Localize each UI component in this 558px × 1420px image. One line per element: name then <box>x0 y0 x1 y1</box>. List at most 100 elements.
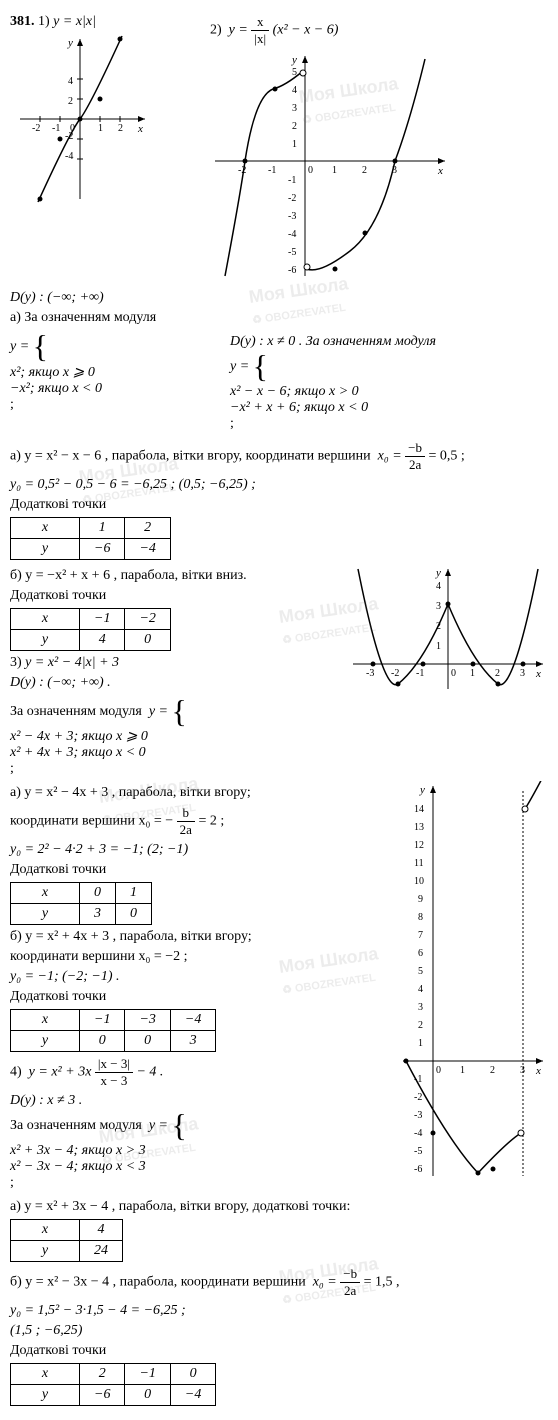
svg-text:-3: -3 <box>288 211 296 222</box>
svg-text:6: 6 <box>418 948 423 959</box>
p2b-table: x−1−2 y40 <box>10 608 171 651</box>
p4a-table: x4 y24 <box>10 1219 123 1262</box>
svg-text:1: 1 <box>292 139 297 150</box>
svg-text:-6: -6 <box>414 1164 422 1175</box>
svg-text:3: 3 <box>436 601 441 612</box>
p4-heading: 4) y = x² + 3x |x − 3|x − 3 − 4 . <box>10 1056 378 1089</box>
svg-text:0: 0 <box>308 165 313 176</box>
p4b-table: x2−10 y−60−4 <box>10 1363 216 1406</box>
row-problems-1-2: 381. 1) y = x|x| x y 0 1 2 -1 -2 2 4 -2 -4 2)… <box>10 10 548 286</box>
svg-text:-4: -4 <box>65 151 73 162</box>
svg-text:1: 1 <box>332 165 337 176</box>
svg-text:y: y <box>67 37 73 49</box>
svg-text:11: 11 <box>414 858 424 869</box>
svg-text:1: 1 <box>418 1038 423 1049</box>
svg-text:-4: -4 <box>414 1128 422 1139</box>
p3b-table: x−1−3−4 y003 <box>10 1009 216 1052</box>
p2a-vertex-y: y₀ = 0,5² − 0,5 − 6 = −6,25 ; (0,5; −6,2… <box>10 477 548 493</box>
svg-text:13: 13 <box>414 822 424 833</box>
svg-text:4: 4 <box>436 581 441 592</box>
p1-domain: D(y) : (−∞; +∞) <box>10 290 548 306</box>
svg-text:x: x <box>535 668 541 680</box>
p3a-vertex-y: y₀ = 2² − 4·2 + 3 = −1; (2; −1) <box>10 842 378 858</box>
p2b-extra: Додаткові точки <box>10 588 328 604</box>
p2a-text: а) y = x² − x − 6 , парабола, вітки вгор… <box>10 440 548 473</box>
problem-2-heading: 2) y = x|x| (x² − x − 6) <box>210 14 548 47</box>
svg-text:4: 4 <box>292 85 297 96</box>
svg-text:x: x <box>137 123 143 135</box>
p4-domain: D(y) : x ≠ 3 . <box>10 1093 378 1109</box>
svg-text:12: 12 <box>414 840 424 851</box>
p4-modulus: За означенням модуля y = { <box>10 1113 378 1139</box>
svg-text:-2: -2 <box>391 668 399 679</box>
svg-text:3: 3 <box>292 103 297 114</box>
p2a-extra: Додаткові точки <box>10 497 548 513</box>
svg-text:1: 1 <box>436 641 441 652</box>
svg-text:0: 0 <box>451 668 456 679</box>
p3b-vertex: координати вершини x₀ = −2 ; <box>10 949 378 965</box>
p3b-extra: Додаткові точки <box>10 989 378 1005</box>
svg-text:-6: -6 <box>288 265 296 276</box>
problem-1-heading: 381. 1) y = x|x| <box>10 14 190 30</box>
svg-text:x: x <box>437 165 443 177</box>
svg-text:-4: -4 <box>288 229 296 240</box>
svg-text:10: 10 <box>414 876 424 887</box>
svg-text:9: 9 <box>418 894 423 905</box>
svg-text:7: 7 <box>418 930 423 941</box>
svg-text:0: 0 <box>436 1065 441 1076</box>
svg-text:-2: -2 <box>414 1092 422 1103</box>
svg-text:y: y <box>435 567 441 579</box>
svg-text:-1: -1 <box>416 668 424 679</box>
row-cases-1-2: y = { x²; якщо x ⩾ 0 −x²; якщо x < 0 ; D… <box>10 330 548 436</box>
p4b-text: б) y = x² − 3x − 4 , парабола, координат… <box>10 1266 548 1299</box>
p4b-point: (1,5 ; −6,25) <box>10 1323 548 1339</box>
svg-text:-3: -3 <box>414 1110 422 1121</box>
svg-text:-1: -1 <box>288 175 296 186</box>
chart-4: xy 0 123 1234 5678 9101112 1314 -1-2-3 -… <box>398 781 548 1181</box>
svg-text:2: 2 <box>68 96 73 107</box>
chart-2: xy 0 123 -1-2 12345 -1-2-3-4-5-6 <box>210 51 450 281</box>
p3a-vertex-x: координати вершини x₀ = − b2a = 2 ; <box>10 805 378 838</box>
p2b-text: б) y = −x² + x + 6 , парабола, вітки вни… <box>10 568 328 584</box>
p3-domain: D(y) : (−∞; +∞) . <box>10 675 328 691</box>
p2-domain: D(y) : x ≠ 0 . За означенням модуля <box>230 334 548 350</box>
p3a-table: x01 y30 <box>10 882 152 925</box>
svg-text:1: 1 <box>98 123 103 134</box>
p3b-vertex-y: y₀ = −1; (−2; −1) . <box>10 969 378 985</box>
row-p2b-chart3: б) y = −x² + x + 6 , парабола, вітки вни… <box>10 564 548 695</box>
svg-text:-5: -5 <box>288 247 296 258</box>
p4b-extra: Додаткові точки <box>10 1343 548 1359</box>
svg-text:-1: -1 <box>52 123 60 134</box>
svg-text:y: y <box>419 784 425 796</box>
svg-text:1: 1 <box>460 1065 465 1076</box>
svg-text:5: 5 <box>418 966 423 977</box>
svg-text:x: x <box>535 1065 541 1077</box>
row-p3-p4-chart4: а) y = x² − 4x + 3 , парабола, вітки вго… <box>10 781 548 1195</box>
svg-text:14: 14 <box>414 804 424 815</box>
p3a-extra: Додаткові точки <box>10 862 378 878</box>
p1-cases: y = { <box>10 334 210 360</box>
svg-text:2: 2 <box>418 1020 423 1031</box>
p3-heading: 3) y = x² − 4|x| + 3 <box>10 655 328 671</box>
svg-text:-5: -5 <box>414 1146 422 1157</box>
svg-text:1: 1 <box>470 668 475 679</box>
svg-text:3: 3 <box>418 1002 423 1013</box>
svg-text:y: y <box>291 54 297 66</box>
p2-cases: y = { <box>230 354 548 380</box>
p2a-table: x12 y−6−4 <box>10 517 171 560</box>
svg-text:-2: -2 <box>238 165 246 176</box>
p1-modulus-intro: а) За означенням модуля <box>10 310 548 326</box>
chart-1: xy 0 12 -1-2 24 -2-4 <box>10 34 150 204</box>
svg-text:4: 4 <box>68 76 73 87</box>
svg-text:-2: -2 <box>32 123 40 134</box>
svg-text:3: 3 <box>520 668 525 679</box>
p3b-text: б) y = x² + 4x + 3 , парабола, вітки вго… <box>10 929 378 945</box>
p3-modulus: За означенням модуля y = { <box>10 699 548 725</box>
svg-text:2: 2 <box>118 123 123 134</box>
svg-text:2: 2 <box>495 668 500 679</box>
svg-text:-2: -2 <box>288 193 296 204</box>
svg-text:2: 2 <box>490 1065 495 1076</box>
svg-text:-1: -1 <box>268 165 276 176</box>
svg-text:4: 4 <box>418 984 423 995</box>
svg-text:-3: -3 <box>366 668 374 679</box>
